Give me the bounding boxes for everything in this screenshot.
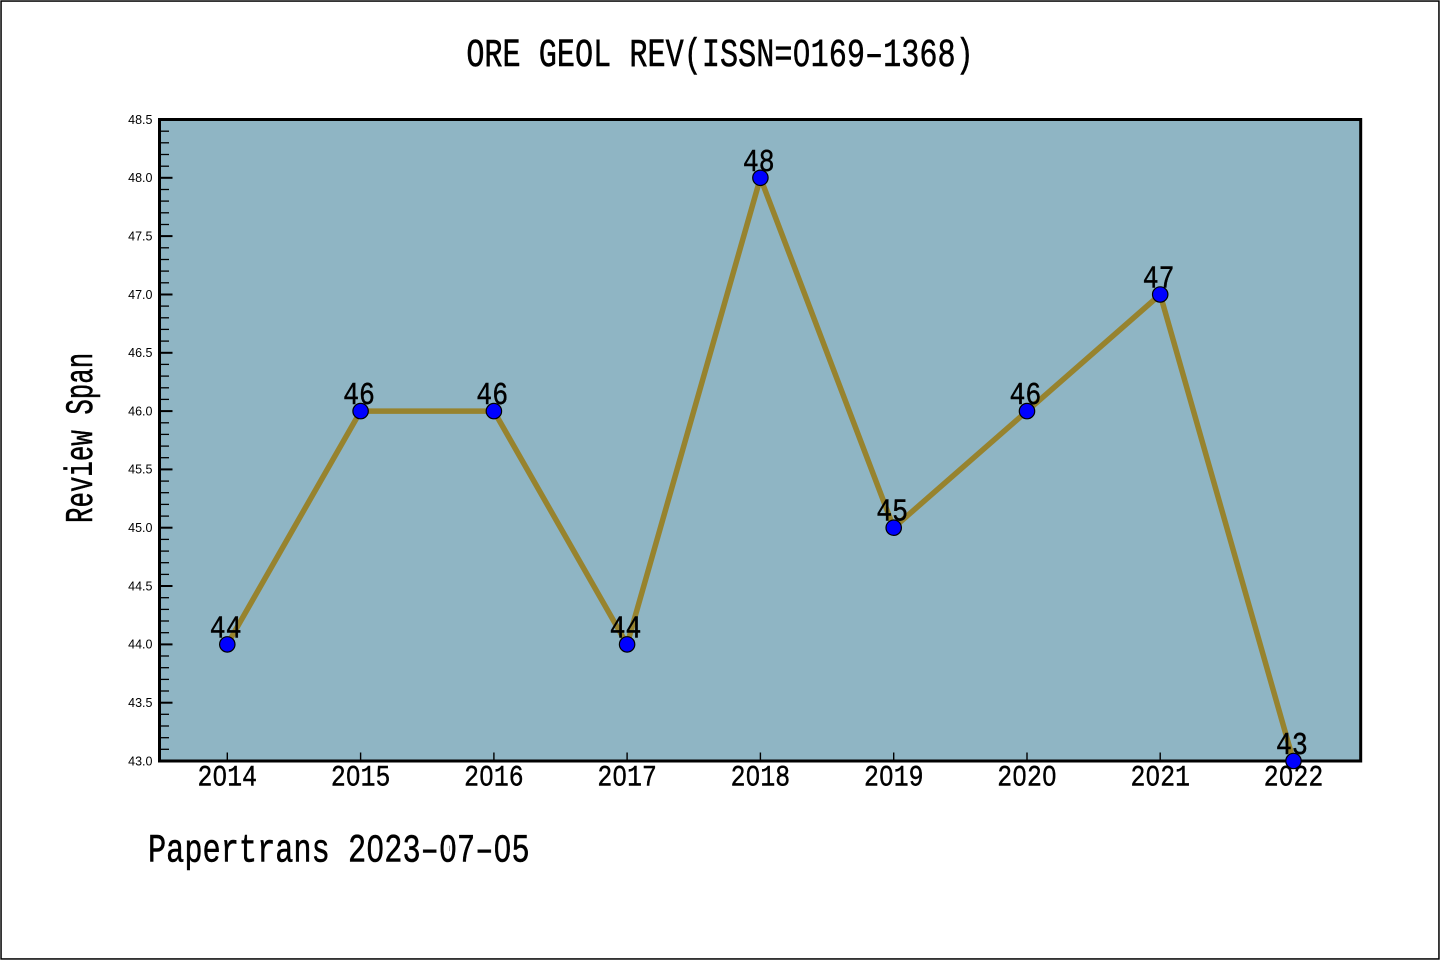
svg-text:46.5: 46.5 [128, 346, 152, 360]
svg-text:44.0: 44.0 [128, 638, 152, 652]
svg-text:2020: 2020 [997, 762, 1057, 796]
svg-text:48: 48 [743, 145, 775, 180]
svg-text:48.5: 48.5 [128, 113, 152, 127]
svg-text:43: 43 [1276, 728, 1308, 763]
svg-text:43.0: 43.0 [128, 754, 152, 768]
svg-text:47.5: 47.5 [128, 229, 152, 243]
svg-text:47: 47 [1143, 262, 1175, 297]
svg-text:2021: 2021 [1130, 762, 1190, 796]
svg-text:2016: 2016 [464, 762, 524, 796]
svg-text:44: 44 [210, 612, 242, 647]
svg-text:45.5: 45.5 [128, 463, 152, 477]
svg-text:47.0: 47.0 [128, 288, 152, 302]
svg-text:2015: 2015 [331, 762, 391, 796]
svg-text:Papertrans 2023–07–05: Papertrans 2023–07–05 [148, 828, 530, 874]
svg-text:44: 44 [610, 612, 642, 647]
svg-text:43.5: 43.5 [128, 696, 152, 710]
svg-text:48.0: 48.0 [128, 171, 152, 185]
svg-text:46: 46 [343, 378, 375, 413]
svg-text:2014: 2014 [198, 762, 258, 796]
svg-text:46: 46 [476, 378, 508, 413]
svg-text:2019: 2019 [864, 762, 924, 796]
svg-text:ORE GEOL REV(ISSN=0169–1368): ORE GEOL REV(ISSN=0169–1368) [466, 33, 973, 78]
svg-text:45.0: 45.0 [128, 521, 152, 535]
svg-text:46: 46 [1009, 378, 1041, 413]
svg-text:2017: 2017 [597, 762, 657, 796]
svg-text:44.5: 44.5 [128, 579, 152, 593]
svg-text:2018: 2018 [731, 762, 791, 796]
svg-text:45: 45 [876, 495, 908, 530]
svg-text:Review Span: Review Span [60, 353, 104, 523]
svg-text:2022: 2022 [1264, 762, 1324, 796]
svg-text:46.0: 46.0 [128, 404, 152, 418]
